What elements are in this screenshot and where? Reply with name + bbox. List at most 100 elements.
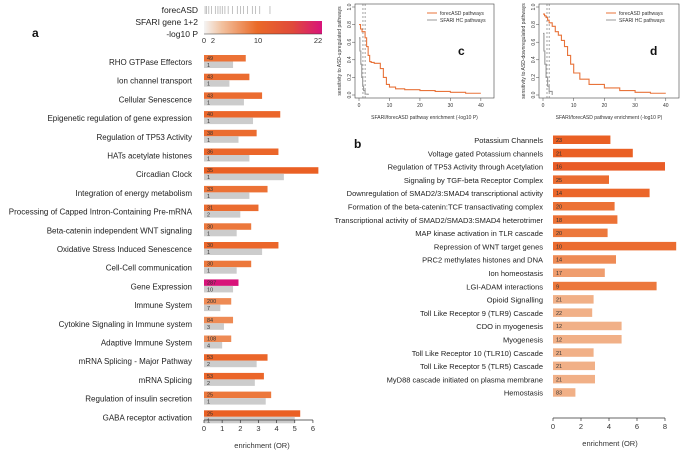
bar-b [553,202,615,211]
panel-b-bar-chart: Potassium Channels 23 Voltage gated Potass… [334,135,677,448]
y-axis-label: sensitivity to ASD-downregulated pathway… [521,3,527,99]
bar-b [553,335,622,344]
x-tick-label-b: 2 [579,422,583,431]
y-axis-label: sensitivity to ASD-upregulated pathways [337,6,343,96]
panel-label-d: d [650,44,657,58]
bar-b [553,255,616,264]
legend-label: SFARI HC pathways [619,18,665,24]
series-line-sfari [359,37,369,95]
bar-label-forecasd: 36 [207,150,213,156]
bar-b [553,388,576,397]
category-label-a: Integration of energy metabolism [75,189,192,198]
x-axis-label-b: enrichment (OR) [582,439,638,448]
bar-label-forecasd: 287 [207,280,216,286]
bar-label-forecasd: 25 [207,393,213,399]
legend-rug [204,6,271,14]
x-tick-label-b: 4 [607,422,611,431]
bar-label-forecasd: 53 [207,374,213,380]
y-tick-label: 0.2 [531,74,537,81]
bar-label-b: 21 [556,298,562,304]
bar-label-sfari: 1 [207,175,210,181]
bar-sfari [204,398,266,405]
bar-label-sfari: 1 [207,250,210,256]
y-tick-label: 0.0 [531,91,537,98]
bar-b [553,281,657,291]
bar-forecasd [204,55,246,62]
bar-forecasd [204,260,252,268]
legend-tick-0: 0 [202,36,206,45]
x-tick-label-a: 6 [311,424,315,433]
category-label-a: GABA receptor activation [103,413,192,422]
bar-label-sfari: 1 [207,157,210,163]
bar-forecasd [204,335,232,342]
plot-frame [354,3,495,99]
bar-label-forecasd: 33 [207,187,213,193]
bar-label-sfari: 1 [207,100,210,106]
bar-forecasd [204,148,279,155]
y-tick-label: 0.0 [347,91,353,98]
bar-label-b: 9 [556,284,559,290]
legend-label: forecASD pathways [619,11,663,17]
category-label-b: Opioid Signalling [487,296,543,305]
bar-forecasd [204,92,263,99]
bar-label-b: 16 [556,165,562,171]
bar-sfari [204,285,234,293]
bar-forecasd [204,204,259,212]
category-label-a: Adaptive Immune System [101,339,192,348]
x-tick-label: 30 [632,103,638,109]
category-label-b: Hemostasis [504,389,543,398]
bar-sfari [204,192,250,199]
legend-title-3: -log10 P [166,29,198,39]
bar-label-b: 22 [556,311,562,317]
category-label-a: Cell-Cell communication [106,264,192,273]
category-label-b: Myogenesis [503,336,543,345]
bar-sfari [204,379,255,386]
y-tick-label: 0.4 [531,56,537,63]
bar-label-b: 17 [556,271,562,277]
category-label-b: CDO in myogenesis [476,322,543,331]
bar-label-b: 23 [556,138,562,144]
category-label-a: Cellular Senescence [119,95,193,104]
bar-label-forecasd: 38 [207,131,213,137]
bar-label-sfari: 2 [207,213,210,219]
bar-sfari [204,61,234,68]
bar-b [553,374,595,384]
bar-label-sfari: 2 [207,381,210,387]
bar-label-b: 18 [556,218,562,224]
bar-sfari [204,173,284,181]
bar-label-b: 10 [556,244,562,250]
bar-label-sfari: 4 [207,344,210,350]
legend-title-1: forecASD [162,5,198,15]
bar-forecasd [204,279,239,286]
x-tick-label: 10 [387,103,393,109]
bar-label-forecasd: 200 [207,299,216,305]
bar-label-forecasd: 30 [207,262,213,268]
x-tick-label-a: 3 [256,424,260,433]
bar-forecasd [204,73,250,81]
bar-label-sfari: 1 [207,119,210,125]
legend-tick-10: 10 [254,36,262,45]
y-tick-label: 0.8 [347,21,353,28]
bar-b [553,188,650,198]
bar-label-forecasd: 30 [207,243,213,249]
bar-label-sfari: 1 [207,418,210,424]
bar-label-b: 20 [556,231,562,237]
bar-label-sfari: 1 [207,82,210,88]
x-tick-label-a: 4 [275,424,279,433]
bar-forecasd [204,111,281,118]
bar-label-forecasd: 40 [207,112,213,118]
bar-sfari [204,304,221,312]
y-tick-label: 0.4 [347,56,353,63]
bar-b [553,308,593,317]
category-label-b: PRC2 methylates histones and DNA [422,256,543,265]
x-tick-label: 40 [663,103,669,109]
bar-b [553,135,611,144]
bar-forecasd [204,167,319,174]
x-axis-label: SFARI/forecASD pathway enrichment (-log1… [556,115,663,121]
bar-label-forecasd: 84 [207,318,213,324]
category-label-b: Transcriptional activity of SMAD2/SMAD3:… [334,216,543,225]
x-tick-label-b: 0 [551,422,555,431]
bar-label-sfari: 3 [207,325,210,331]
bar-b [553,295,594,304]
